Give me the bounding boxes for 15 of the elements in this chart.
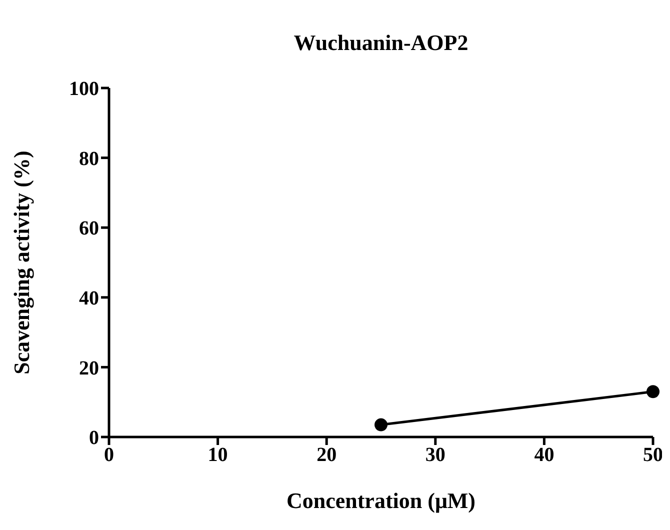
chart-title: Wuchuanin-AOP2 — [292, 30, 470, 56]
x-tick-label: 10 — [208, 444, 228, 466]
y-tick-label: 60 — [79, 218, 99, 240]
y-tick-label: 40 — [79, 288, 99, 310]
x-tick-label: 30 — [425, 444, 446, 466]
y-tick-label: 0 — [89, 427, 99, 450]
y-axis-title: Scavenging activity (%) — [8, 150, 34, 374]
x-tick-label: 0 — [104, 444, 114, 466]
x-tick-label: 50 — [643, 444, 663, 466]
y-tick-label: 80 — [79, 148, 99, 170]
x-tick-label: 40 — [534, 444, 554, 466]
x-axis-title: Concentration (μM) — [286, 488, 476, 513]
y-tick-label: 20 — [79, 357, 99, 380]
y-tick-label: 100 — [69, 78, 99, 100]
x-tick-label: 20 — [316, 444, 337, 466]
